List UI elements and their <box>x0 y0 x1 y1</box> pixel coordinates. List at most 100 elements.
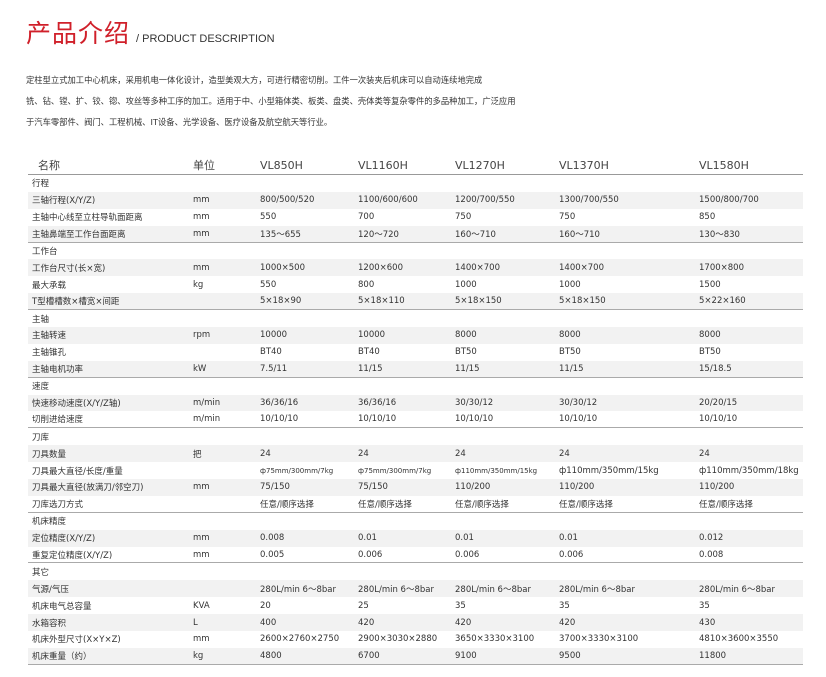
spec-name: 定位精度(X/Y/Z) <box>32 534 96 545</box>
spec-unit: rpm <box>193 330 211 341</box>
table-row: 刀具最大直径(放满刀/邻空刀) mm 75/150 75/150 110/200 110/… <box>28 479 803 496</box>
spec-value: 9500 <box>559 650 581 661</box>
spec-unit: L <box>193 617 198 628</box>
spec-name: 重复定位精度(X/Y/Z) <box>32 550 113 561</box>
spec-unit: KVA <box>193 600 210 611</box>
column-header: VL1270H <box>455 158 505 172</box>
spec-value: 10/10/10 <box>358 414 397 425</box>
table-row: 三轴行程(X/Y/Z) mm 800/500/520 1100/600/600 1200… <box>28 191 803 209</box>
group-label: 机床精度 <box>32 517 67 528</box>
table-row: 工作台尺寸(长×宽) mm 1000×500 1200×600 1400×700 1400… <box>28 259 803 277</box>
spec-name: 最大承载 <box>32 280 67 291</box>
spec-value: 0.008 <box>699 549 724 560</box>
spec-value: 1500 <box>699 279 721 290</box>
table-row: 机床外型尺寸(X×Y×Z) mm 2600×2760×2750 2900×3030×2… <box>28 631 803 648</box>
spec-value: 35 <box>559 600 570 611</box>
spec-name: 主轴鼻端至工作台面距离 <box>32 229 126 240</box>
spec-value: 25 <box>358 600 369 611</box>
group-label: 刀库 <box>32 432 50 443</box>
spec-value: 1200/700/550 <box>455 195 515 206</box>
column-header: VL1370H <box>559 158 609 172</box>
spec-value: 280L/min 6～8bar <box>455 584 531 595</box>
spec-value: 75/150 <box>260 482 290 493</box>
spec-value: 5×18×110 <box>358 296 405 307</box>
table-row: 快速移动速度(X/Y/Z轴) m/min 36/36/16 36/36/16 30/30… <box>28 394 803 412</box>
spec-value: 1400×700 <box>455 262 500 273</box>
spec-value: 75/150 <box>358 482 388 493</box>
spec-name: 刀具最大直径(放满刀/邻空刀) <box>32 483 144 494</box>
spec-unit: mm <box>193 482 210 493</box>
spec-value: 0.012 <box>699 533 724 544</box>
spec-value: 36/36/16 <box>260 398 299 409</box>
spec-value: 0.008 <box>260 533 285 544</box>
spec-value: 420 <box>455 617 472 628</box>
table-row: 机床电气总容量 KVA 20 25 35 35 35 <box>28 597 803 614</box>
table-row: T型槽槽数×槽宽×间距 5×18×90 5×18×110 5×18×150 5×18×1… <box>28 293 803 311</box>
spec-value: 800 <box>358 279 375 290</box>
group-header: 主轴 <box>28 310 803 327</box>
spec-value: 任意/顺序选择 <box>559 499 613 510</box>
spec-value: 11800 <box>699 650 727 661</box>
spec-value: 1100/600/600 <box>358 195 418 206</box>
title-en: / PRODUCT DESCRIPTION <box>136 33 275 45</box>
table-row: 主轴鼻端至工作台面距离 mm 135～655 120～720 160～710 160～71… <box>28 225 803 243</box>
spec-value: 550 <box>260 279 277 290</box>
spec-value: 任意/顺序选择 <box>260 499 314 510</box>
group-label: 速度 <box>32 382 50 393</box>
spec-value: 11/15 <box>358 363 383 374</box>
spec-name: 水箱容积 <box>32 618 67 629</box>
spec-value: BT50 <box>455 347 477 358</box>
intro-line: 铣、钻、镗、扩、铰、锪、攻丝等多种工序的加工。适用于中、小型箱体类、板类、盘类、… <box>26 96 516 106</box>
spec-value: 700 <box>358 212 375 223</box>
section-title: 产品介绍 / PRODUCT DESCRIPTION <box>26 14 275 50</box>
group-header: 速度 <box>28 378 803 395</box>
spec-value: 3650×3330×3100 <box>455 634 535 645</box>
table-row: 主轴中心线至立柱导轨面距离 mm 550 700 750 750 850 <box>28 209 803 226</box>
spec-name: 刀具数量 <box>32 449 67 460</box>
spec-value: 8000 <box>559 330 581 341</box>
spec-value: 5×18×150 <box>559 296 606 307</box>
spec-value: 110/200 <box>699 482 735 493</box>
group-header: 其它 <box>28 563 803 580</box>
spec-name: 刀库选刀方式 <box>32 499 84 510</box>
intro-text: 定柱型立式加工中心机床，采用机电一体化设计，造型美观大方，可进行精密切削。工件一… <box>26 70 566 133</box>
spec-value: 35 <box>699 600 710 611</box>
spec-unit: mm <box>193 195 210 206</box>
spec-value: 1000×500 <box>260 262 305 273</box>
spec-value: 0.01 <box>559 533 578 544</box>
spec-value: 8000 <box>455 330 477 341</box>
spec-value: 400 <box>260 617 277 628</box>
title-cn: 产品介绍 <box>26 19 131 48</box>
column-header: VL1160H <box>358 158 408 172</box>
column-header: VL850H <box>260 158 303 172</box>
spec-value: 9100 <box>455 650 477 661</box>
table-row: 主轴锥孔 BT40 BT40 BT50 BT50 BT50 <box>28 344 803 361</box>
spec-value: 135～655 <box>260 229 301 240</box>
table-row: 定位精度(X/Y/Z) mm 0.008 0.01 0.01 0.01 0.012 <box>28 529 803 547</box>
table-row: 刀具数量 把 24 24 24 24 24 <box>28 445 803 463</box>
spec-value: 1500/800/700 <box>699 195 759 206</box>
spec-value: ф110mm/350mm/15kg <box>559 465 659 476</box>
group-label: 工作台 <box>32 247 58 257</box>
spec-value: 36/36/16 <box>358 398 397 409</box>
spec-value: 5×18×90 <box>260 296 302 307</box>
spec-name: 快速移动速度(X/Y/Z轴) <box>32 399 121 410</box>
spec-value: 0.01 <box>455 533 474 544</box>
spec-value: 160～710 <box>559 229 600 240</box>
spec-name: 工作台尺寸(长×宽) <box>32 263 106 274</box>
spec-value: 任意/顺序选择 <box>358 499 412 510</box>
spec-value: 1000 <box>455 279 477 290</box>
spec-value: 750 <box>455 212 472 223</box>
spec-value: 160～710 <box>455 229 496 240</box>
spec-unit: kg <box>193 279 204 290</box>
spec-name: 主轴中心线至立柱导轨面距离 <box>32 213 143 224</box>
spec-name: 切削进给速度 <box>32 415 84 426</box>
spec-value: BT40 <box>358 347 380 358</box>
spec-value: 280L/min 6～8bar <box>260 584 336 595</box>
spec-value: BT40 <box>260 347 282 358</box>
spec-value: 8000 <box>699 330 721 341</box>
spec-value: 10/10/10 <box>559 414 598 425</box>
spec-value: 24 <box>358 448 369 459</box>
spec-value: 10/10/10 <box>699 414 738 425</box>
spec-value: 110/200 <box>559 482 595 493</box>
